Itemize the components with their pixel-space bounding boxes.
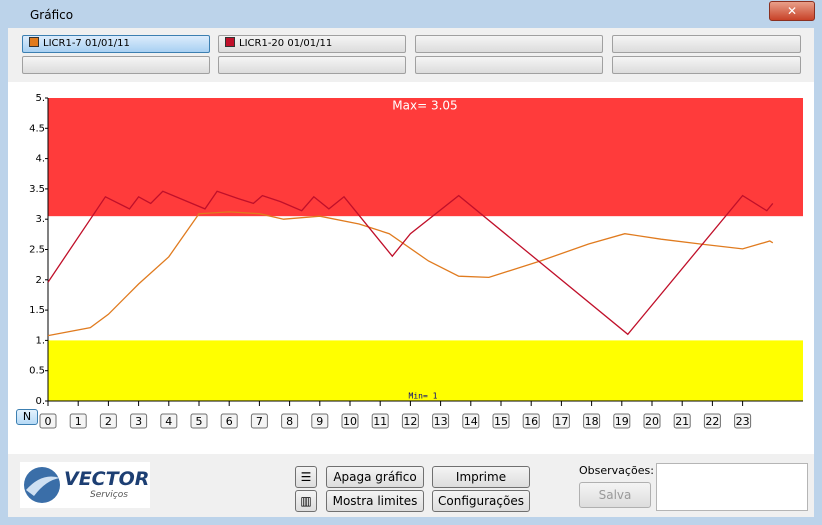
limits-button[interactable]: Mostra limites bbox=[326, 490, 424, 512]
min-band bbox=[48, 340, 803, 401]
y-tick-label: 3. bbox=[35, 214, 45, 225]
series-button[interactable]: LICR1-7 01/01/11 bbox=[22, 35, 210, 53]
y-tick-label: 5. bbox=[35, 93, 45, 104]
x-tick-box bbox=[130, 413, 148, 429]
notes-input[interactable] bbox=[656, 463, 808, 511]
x-tick-box bbox=[99, 413, 117, 429]
x-tick-label: 11 bbox=[373, 415, 387, 428]
settings-button[interactable]: Configurações bbox=[432, 490, 530, 512]
x-tick-box bbox=[311, 413, 329, 429]
x-tick-box bbox=[281, 413, 299, 429]
x-tick-box bbox=[190, 413, 208, 429]
window-title: Gráfico bbox=[30, 8, 74, 22]
x-tick-label: 20 bbox=[645, 415, 659, 428]
empty-button[interactable] bbox=[415, 56, 603, 74]
x-tick-box bbox=[341, 413, 359, 429]
x-tick-label: 7 bbox=[256, 415, 263, 428]
x-tick-box bbox=[613, 413, 631, 429]
x-tick-box bbox=[522, 413, 540, 429]
x-tick-label: 4 bbox=[165, 415, 172, 428]
x-tick-label: 16 bbox=[524, 415, 538, 428]
series-button[interactable]: LICR1-20 01/01/11 bbox=[218, 35, 406, 53]
x-tick-label: 22 bbox=[705, 415, 719, 428]
legend-label: LICR1-20 01/01/11 bbox=[239, 38, 333, 49]
x-tick-box bbox=[39, 413, 57, 429]
x-tick-label: 15 bbox=[494, 415, 508, 428]
x-tick-label: 13 bbox=[434, 415, 448, 428]
min-label: Min= 1 bbox=[409, 392, 438, 401]
x-tick-box bbox=[160, 413, 178, 429]
logo: VECTOR Serviços bbox=[20, 462, 150, 508]
x-tick-label: 10 bbox=[343, 415, 357, 428]
x-tick-box bbox=[462, 413, 480, 429]
empty-button[interactable] bbox=[612, 35, 801, 53]
grid-icon-button[interactable]: ▥ bbox=[295, 490, 317, 512]
x-tick-label: 0 bbox=[45, 415, 52, 428]
y-tick-label: 0. bbox=[35, 396, 45, 407]
legend-swatch bbox=[225, 37, 235, 47]
x-tick-label: 9 bbox=[316, 415, 323, 428]
x-tick-label: 23 bbox=[736, 415, 750, 428]
x-tick-box bbox=[250, 413, 268, 429]
x-tick-label: 18 bbox=[585, 415, 599, 428]
notes-label: Observações: bbox=[579, 464, 654, 477]
x-tick-box bbox=[643, 413, 661, 429]
x-tick-box bbox=[552, 413, 570, 429]
y-tick-label: 0.5 bbox=[29, 366, 45, 377]
logo-sub: Serviços bbox=[90, 490, 128, 500]
x-tick-label: 5 bbox=[196, 415, 203, 428]
x-tick-box bbox=[220, 413, 238, 429]
save-button[interactable]: Salva bbox=[579, 482, 651, 508]
max-label: Max= 3.05 bbox=[392, 99, 457, 113]
x-tick-label: 21 bbox=[675, 415, 689, 428]
x-tick-label: 17 bbox=[554, 415, 568, 428]
print-button[interactable]: Imprime bbox=[432, 466, 530, 488]
series-line bbox=[47, 211, 774, 337]
x-tick-label: 6 bbox=[226, 415, 233, 428]
x-tick-box bbox=[734, 413, 752, 429]
x-tick-label: 19 bbox=[615, 415, 629, 428]
logo-icon bbox=[24, 467, 60, 503]
empty-button[interactable] bbox=[218, 56, 406, 74]
x-tick-box bbox=[492, 413, 510, 429]
y-tick-label: 3.5 bbox=[29, 184, 45, 195]
empty-button[interactable] bbox=[415, 35, 603, 53]
y-tick-label: 2.5 bbox=[29, 245, 45, 256]
max-band bbox=[48, 98, 803, 217]
y-tick-label: 1. bbox=[35, 335, 45, 346]
empty-button[interactable] bbox=[22, 56, 210, 74]
y-tick-label: 1.5 bbox=[29, 305, 45, 316]
empty-button[interactable] bbox=[612, 56, 801, 74]
x-tick-label: 8 bbox=[286, 415, 293, 428]
x-tick-box bbox=[673, 413, 691, 429]
close-button[interactable]: ✕ bbox=[769, 1, 815, 21]
legend-swatch bbox=[29, 37, 39, 47]
x-tick-box bbox=[69, 413, 87, 429]
x-tick-box bbox=[371, 413, 389, 429]
x-tick-box bbox=[432, 413, 450, 429]
y-tick-label: 4.5 bbox=[29, 123, 45, 134]
clear-button[interactable]: Apaga gráfico bbox=[326, 466, 424, 488]
y-tick-label: 2. bbox=[35, 275, 45, 286]
list-icon-button[interactable]: ☰ bbox=[295, 466, 317, 488]
legend-label: LICR1-7 01/01/11 bbox=[43, 38, 130, 49]
x-tick-label: 14 bbox=[464, 415, 478, 428]
x-tick-box bbox=[401, 413, 419, 429]
y-tick-label: 4. bbox=[35, 154, 45, 165]
x-tick-box bbox=[703, 413, 721, 429]
x-tick-label: 3 bbox=[135, 415, 142, 428]
logo-name: VECTOR bbox=[64, 468, 150, 490]
series-line bbox=[47, 190, 774, 336]
x-tick-label: 12 bbox=[403, 415, 417, 428]
x-tick-label: 2 bbox=[105, 415, 112, 428]
x-tick-label: 1 bbox=[75, 415, 82, 428]
x-tick-box bbox=[583, 413, 601, 429]
n-button[interactable]: N bbox=[16, 409, 38, 425]
